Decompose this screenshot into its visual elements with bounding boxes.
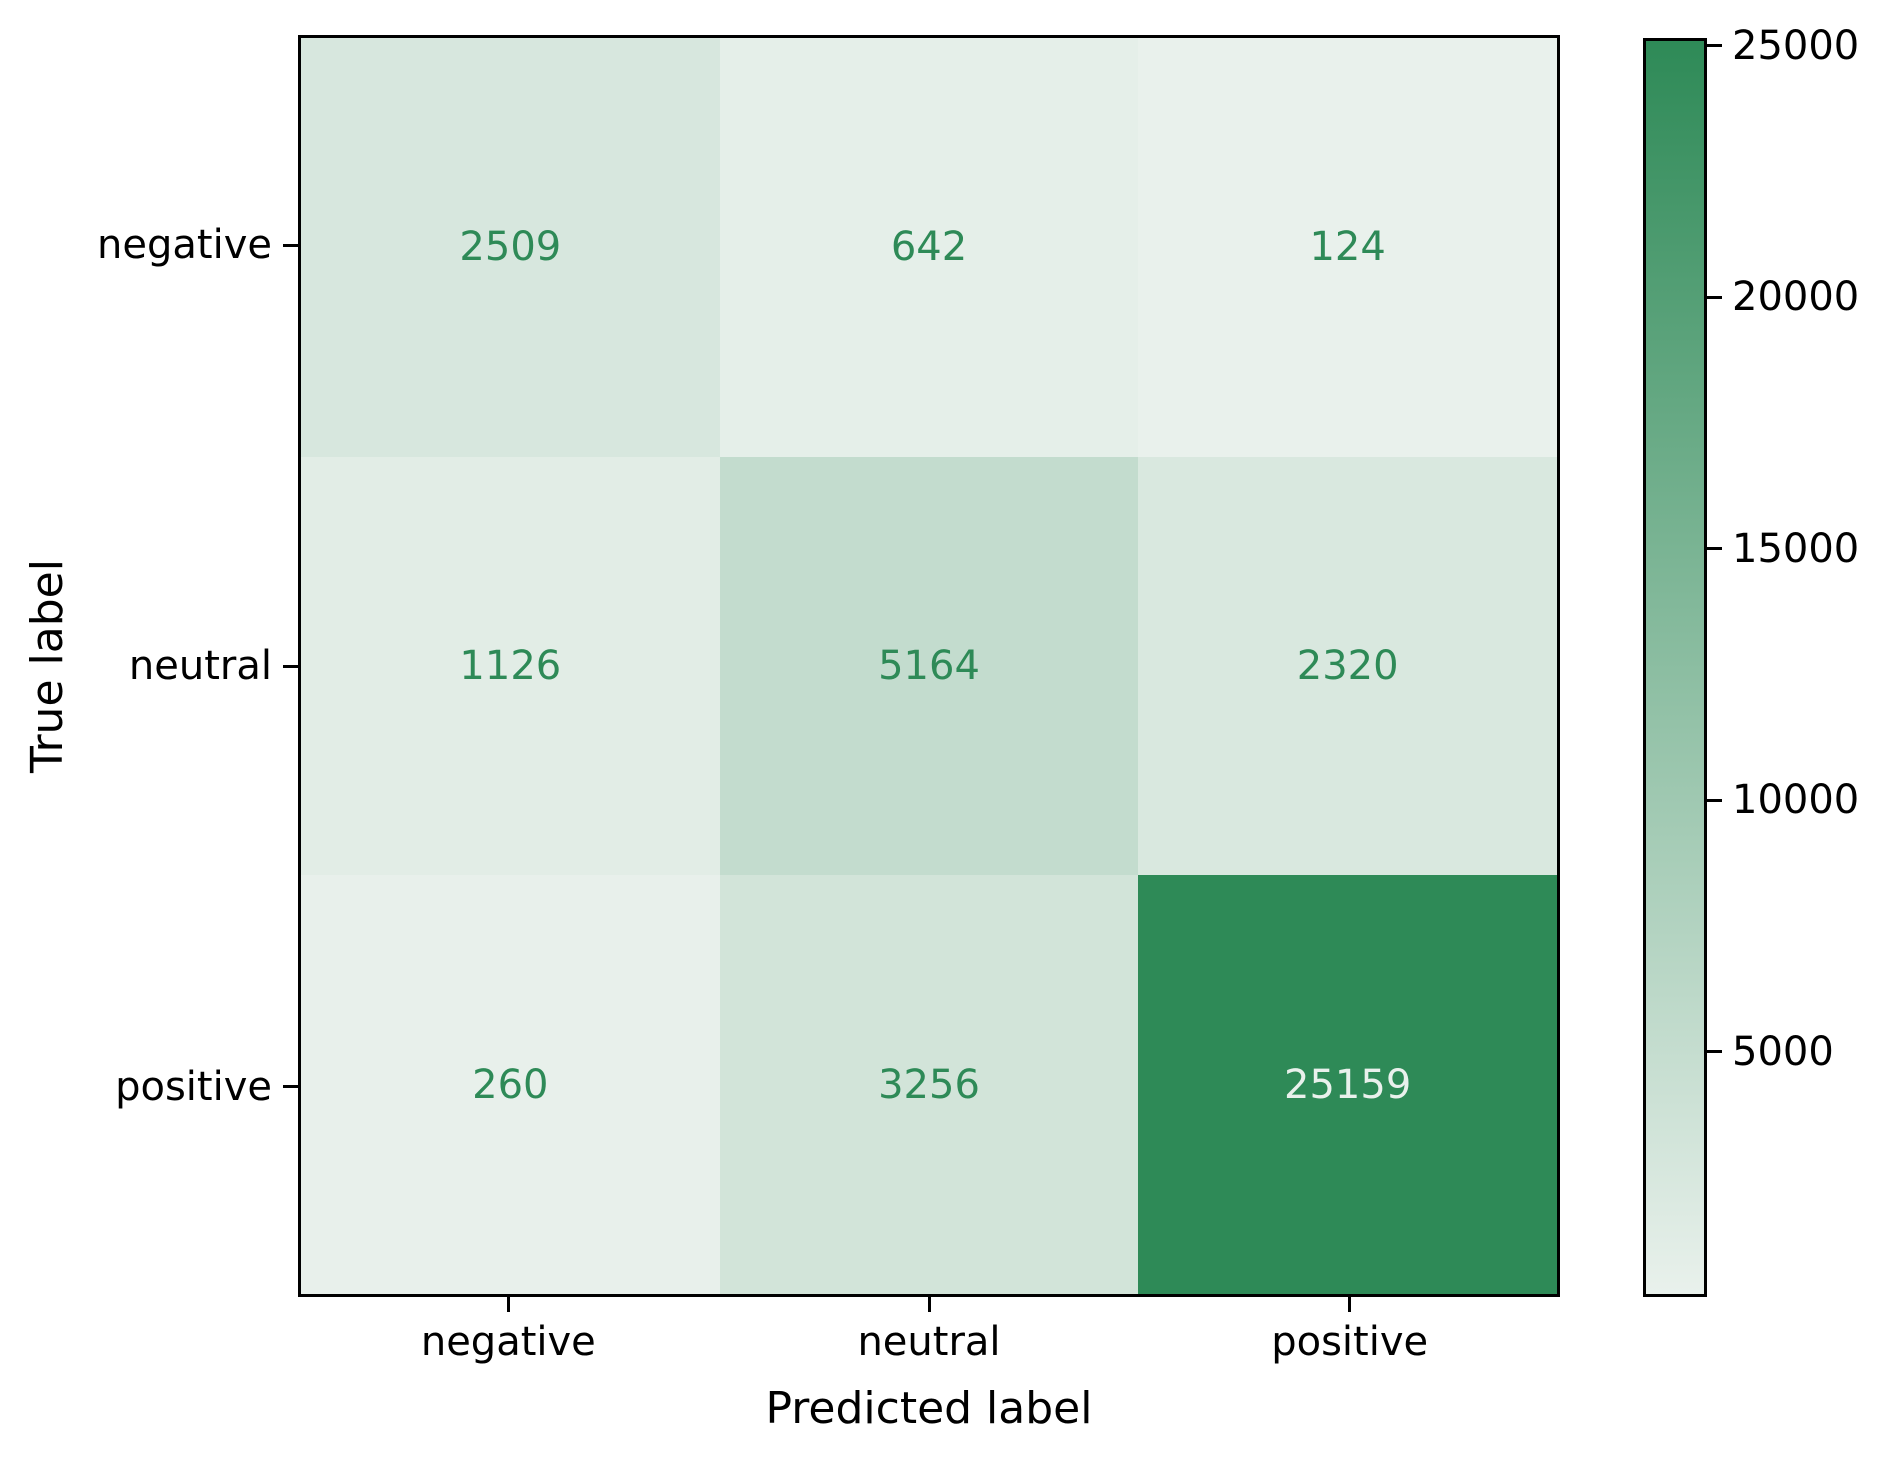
x-tick-label-negative: negative — [420, 1319, 596, 1365]
heatmap-cell-neutral-neutral: 5164 — [719, 456, 1139, 876]
heatmap: 2509 642 124 1126 5164 2320 260 3256 25159 — [298, 35, 1560, 1297]
x-tick-label-positive: positive — [1271, 1319, 1429, 1365]
colorbar — [1643, 38, 1707, 1297]
heatmap-cell-positive-positive: 25159 — [1138, 875, 1557, 1294]
x-axis-label: Predicted label — [765, 1383, 1093, 1434]
colorbar-tickmark — [1707, 1050, 1722, 1054]
y-tickmark — [283, 1085, 298, 1089]
y-tick-label-neutral: neutral — [128, 643, 272, 689]
x-tickmark — [506, 1297, 510, 1312]
heatmap-cell-positive-negative: 260 — [301, 875, 720, 1294]
x-tickmark — [927, 1297, 931, 1312]
colorbar-tickmark — [1707, 295, 1722, 299]
heatmap-cell-positive-neutral: 3256 — [719, 875, 1139, 1294]
x-tick-label-neutral: neutral — [857, 1319, 1001, 1365]
heatmap-cell-neutral-negative: 1126 — [301, 456, 720, 876]
heatmap-cell-negative-neutral: 642 — [719, 38, 1139, 457]
colorbar-tickmark — [1707, 547, 1722, 551]
y-tickmark — [283, 243, 298, 247]
colorbar-tick-label: 5000 — [1732, 1028, 1834, 1075]
y-tick-label-positive: positive — [115, 1063, 272, 1110]
colorbar-tick-label: 20000 — [1732, 274, 1860, 321]
colorbar-tick-label: 25000 — [1732, 22, 1860, 69]
y-tick-label-negative: negative — [97, 222, 272, 269]
colorbar-tickmark — [1707, 798, 1722, 802]
colorbar-tick-label: 15000 — [1732, 525, 1860, 572]
y-tickmark — [283, 664, 298, 668]
heatmap-cell-negative-negative: 2509 — [301, 38, 720, 457]
colorbar-tick-label: 10000 — [1732, 777, 1860, 824]
x-tickmark — [1348, 1297, 1352, 1312]
heatmap-cell-negative-positive: 124 — [1138, 38, 1557, 457]
colorbar-tickmark — [1707, 44, 1722, 48]
heatmap-cell-neutral-positive: 2320 — [1138, 456, 1557, 876]
